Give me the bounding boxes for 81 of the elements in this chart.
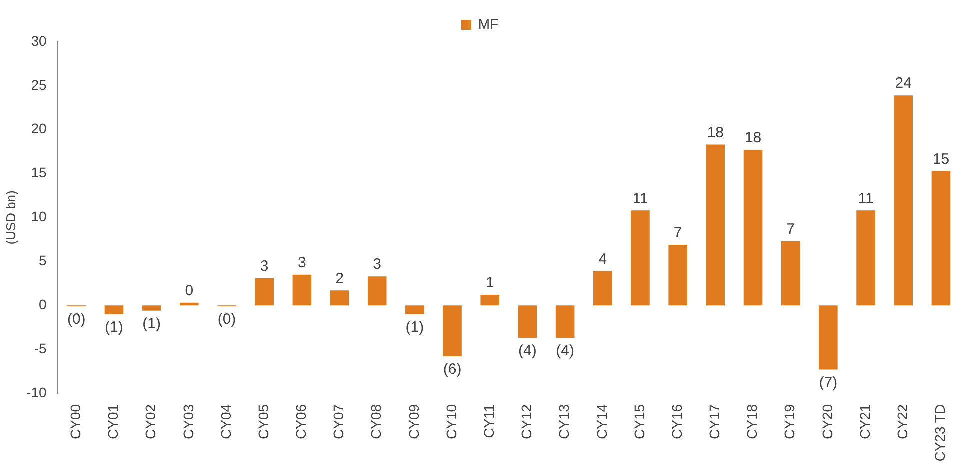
data-label: 18: [744, 130, 762, 147]
y-tick-label: 25: [31, 76, 48, 93]
data-label: (1): [142, 315, 161, 332]
data-label: (1): [105, 318, 124, 336]
data-label: (0): [218, 311, 236, 328]
y-tick-label: 0: [39, 296, 48, 312]
data-label: 4: [598, 250, 608, 268]
legend-label: MF: [478, 16, 499, 32]
bar: [781, 241, 800, 306]
bar: [480, 295, 500, 306]
x-tick-label: CY11: [480, 404, 497, 438]
x-tick-label: CY08: [368, 404, 384, 440]
x-tick-label: CY04: [218, 404, 234, 440]
bar: [330, 290, 350, 306]
data-label: 11: [858, 190, 874, 208]
data-label: 1: [486, 274, 494, 292]
x-tick-label: CY09: [406, 404, 422, 440]
bar: [104, 306, 124, 314]
bar: [631, 210, 650, 306]
data-label: 11: [632, 190, 648, 208]
x-tick-label: CY03: [180, 404, 196, 440]
y-tick-label: 20: [31, 120, 48, 137]
y-tick-label: 15: [31, 164, 48, 181]
data-label: (4): [518, 342, 537, 360]
y-tick-label: 5: [39, 252, 48, 268]
bar: [819, 306, 838, 370]
bar: [180, 302, 199, 306]
bar: [932, 171, 951, 306]
data-label: (7): [819, 374, 838, 392]
x-tick-label: CY22: [894, 404, 910, 440]
y-tick-label: 30: [31, 32, 48, 49]
bar: [142, 306, 162, 311]
data-label: 18: [707, 124, 724, 142]
data-label: 3: [260, 258, 269, 275]
data-label: (1): [406, 318, 424, 336]
y-axis-title: (USD bn): [3, 190, 18, 245]
x-tick-label: CY02: [142, 404, 159, 440]
x-tick-label: CY05: [255, 404, 272, 440]
data-label: 2: [336, 270, 344, 288]
data-label: 7: [674, 224, 682, 242]
bar: [706, 144, 726, 306]
bar: [255, 278, 274, 306]
x-tick-label: CY00: [67, 404, 84, 440]
bar: [368, 276, 387, 306]
bar: [518, 306, 538, 338]
bar: [292, 274, 312, 306]
data-label: 24: [895, 75, 912, 92]
data-label: 7: [786, 221, 796, 238]
x-tick-label: CY01: [105, 404, 122, 440]
bar: [406, 306, 424, 314]
y-tick-label: -10: [26, 384, 48, 400]
data-label: (6): [443, 361, 462, 378]
x-tick-label: CY19: [782, 404, 798, 440]
x-tick-label: CY23 TD: [932, 404, 948, 462]
bar: [744, 150, 763, 306]
data-label: 15: [932, 150, 950, 168]
data-label: 3: [373, 256, 382, 274]
x-tick-label: CY12: [518, 404, 535, 440]
x-tick-label: CY10: [443, 404, 460, 440]
bar: [556, 306, 575, 338]
bar: [856, 210, 876, 306]
x-tick-label: CY15: [631, 404, 648, 440]
x-tick-label: CY14: [594, 404, 610, 440]
bar: [593, 271, 612, 306]
bar: [668, 244, 688, 306]
data-label: (0): [67, 311, 86, 328]
x-tick-label: CY18: [744, 404, 760, 440]
bar: [443, 306, 462, 357]
x-tick-label: CY13: [556, 404, 572, 440]
data-label: 3: [298, 254, 306, 272]
x-tick-label: CY20: [819, 404, 836, 440]
x-tick-label: CY16: [668, 404, 685, 440]
x-tick-label: CY07: [330, 404, 347, 440]
bar: [894, 96, 914, 306]
data-label: (4): [556, 342, 574, 360]
y-tick-label: 10: [31, 208, 48, 225]
x-tick-label: CY21: [856, 404, 873, 440]
x-tick-label: CY06: [293, 404, 310, 440]
y-tick-label: -5: [34, 340, 48, 356]
x-tick-label: CY17: [706, 404, 723, 440]
data-label: 0: [185, 282, 194, 300]
